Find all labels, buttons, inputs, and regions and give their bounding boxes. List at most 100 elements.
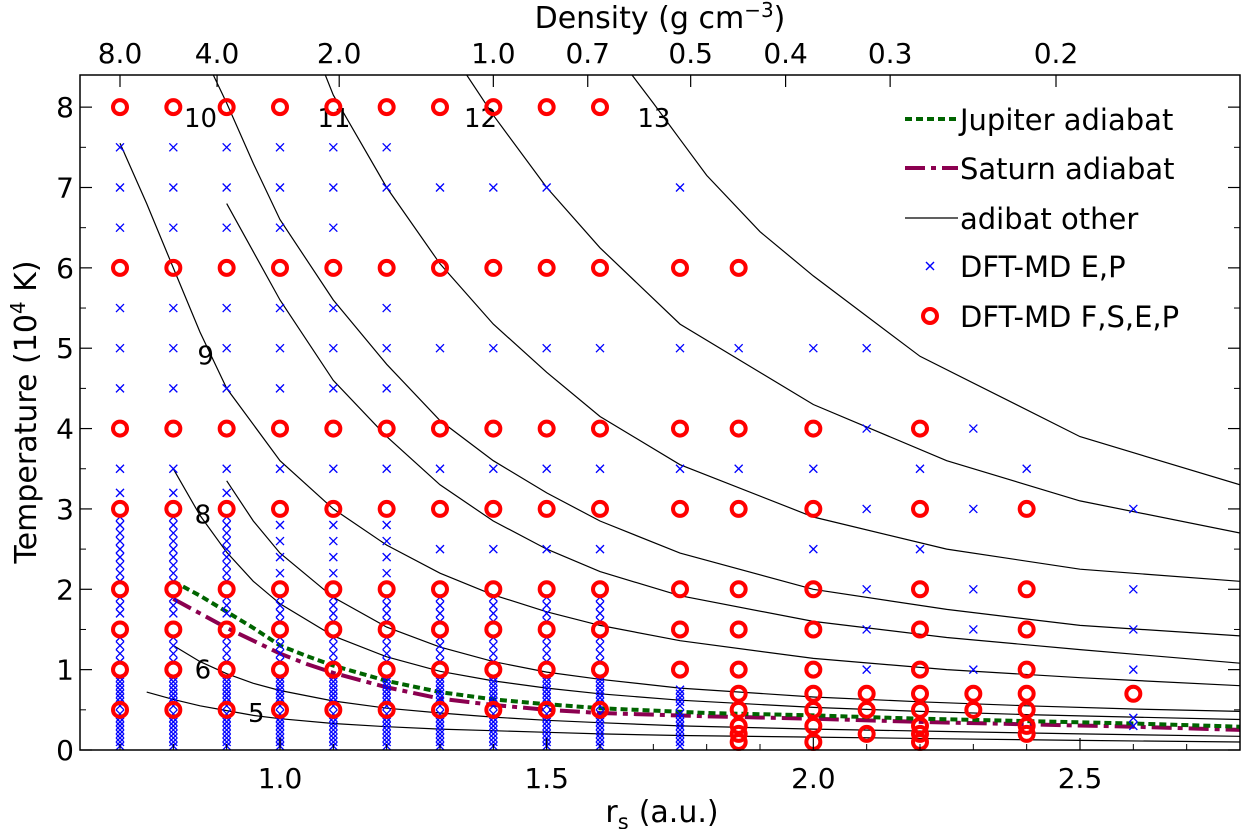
fsep-point	[324, 620, 343, 639]
fsep-point	[729, 684, 748, 703]
ep-point-stroke	[595, 641, 605, 650]
ep-point	[862, 424, 872, 434]
ep-point	[328, 693, 338, 703]
fsep-point	[1017, 660, 1036, 679]
ep-point-stroke	[382, 717, 392, 727]
ep-point	[115, 528, 125, 538]
ep-point-stroke	[222, 528, 232, 538]
ep-point	[595, 641, 605, 650]
ep-point	[1128, 584, 1138, 594]
adiabat-label: 12	[464, 104, 497, 134]
fsep-point	[804, 620, 823, 639]
ep-point	[675, 713, 685, 723]
ep-point-stroke	[222, 488, 232, 498]
ep-point-stroke	[168, 608, 178, 618]
ep-point-stroke	[1128, 721, 1138, 731]
ep-point	[222, 183, 232, 192]
ep-point	[542, 464, 552, 474]
adiabat-line	[119, 143, 1240, 687]
ep-point	[222, 649, 232, 659]
ep-point-stroke	[435, 725, 445, 735]
ep-point	[275, 343, 285, 353]
ep-point	[328, 737, 338, 747]
ep-point-stroke	[862, 625, 872, 634]
ep-point	[595, 729, 605, 739]
ep-point	[115, 693, 125, 703]
ep-point-stroke	[222, 600, 232, 610]
ep-point-stroke	[435, 464, 445, 474]
ep-point	[1022, 464, 1032, 474]
ep-point-stroke	[488, 600, 498, 610]
ep-point-stroke	[382, 689, 392, 699]
ep-point	[435, 721, 445, 731]
fsep-point	[804, 684, 823, 703]
ep-point-stroke	[382, 737, 392, 747]
ep-point	[168, 528, 178, 538]
ep-point-stroke	[382, 520, 392, 530]
ep-point-stroke	[968, 665, 978, 675]
ep-point-stroke	[968, 584, 978, 594]
ep-point	[168, 536, 178, 546]
ep-point-stroke	[595, 733, 605, 743]
ep-point	[595, 717, 605, 727]
ep-point	[595, 464, 605, 474]
fsep-point	[111, 98, 129, 117]
ep-point	[968, 625, 978, 634]
ep-point	[328, 685, 338, 695]
ep-point-stroke	[275, 568, 285, 578]
fsep-point	[324, 419, 343, 438]
ep-point-stroke	[328, 464, 338, 474]
legend: Jupiter adiabat Saturn adiabat adibat ot…	[905, 103, 1179, 334]
ep-point-stroke	[115, 544, 125, 554]
ep-point-stroke	[328, 641, 338, 650]
fsep-point	[729, 258, 748, 277]
ep-point	[595, 689, 605, 699]
top-tick-label: 0.4	[763, 37, 808, 70]
ep-point-stroke	[168, 552, 178, 562]
ep-point-stroke	[275, 721, 285, 731]
ep-point	[675, 741, 685, 751]
ep-point	[328, 721, 338, 731]
ep-point	[115, 552, 125, 562]
ep-point-stroke	[382, 721, 392, 731]
ep-point-stroke	[488, 681, 498, 691]
ep-point-stroke	[328, 717, 338, 727]
ep-point-stroke	[222, 689, 232, 699]
ep-point-stroke	[595, 343, 605, 353]
ep-point	[328, 142, 338, 152]
ep-point-stroke	[328, 685, 338, 695]
ep-point-stroke	[168, 689, 178, 699]
ep-point	[542, 681, 552, 691]
ep-point	[595, 608, 605, 618]
ep-point-stroke	[328, 608, 338, 618]
legend-label-saturn: Saturn adiabat	[960, 152, 1175, 186]
ep-point	[488, 693, 498, 703]
fsep-point	[1017, 620, 1036, 639]
ep-point-stroke	[275, 383, 285, 393]
ep-point-stroke	[862, 343, 872, 353]
fsep-point	[431, 700, 449, 719]
ep-point	[168, 183, 178, 192]
ep-point	[968, 424, 978, 434]
ep-point	[328, 717, 338, 727]
ep-point-stroke	[542, 733, 552, 743]
ep-point	[382, 552, 392, 562]
ep-point-stroke	[435, 733, 445, 743]
ep-point	[675, 685, 685, 695]
ep-point	[115, 733, 125, 743]
ep-point-stroke	[435, 685, 445, 695]
fsep-point	[377, 580, 396, 599]
fsep-point	[729, 660, 748, 679]
ep-point	[115, 685, 125, 695]
ep-point-stroke	[435, 649, 445, 659]
ep-point	[275, 520, 285, 530]
ep-point-stroke	[595, 685, 605, 695]
ep-point-stroke	[222, 685, 232, 695]
ep-point-stroke	[115, 303, 125, 313]
ep-point-stroke	[542, 729, 552, 739]
ep-point	[115, 383, 125, 393]
ep-point	[275, 303, 285, 313]
ep-point	[675, 343, 685, 353]
fsep-point	[271, 700, 289, 719]
ep-point	[275, 693, 285, 703]
